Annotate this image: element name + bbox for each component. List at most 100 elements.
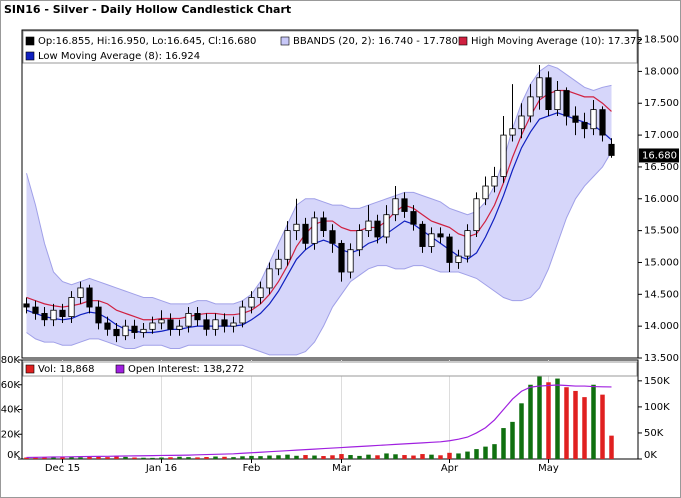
volume-bar [609,435,614,459]
volume-bar [384,453,389,459]
candle-body [149,322,156,330]
volume-bar [285,454,290,459]
candle-body [428,233,435,247]
candle-body [23,303,30,308]
y-tick-label: 15.500 [644,226,679,237]
legend-label: BBANDS (20, 2): 16.740 - 17.780 [293,36,458,47]
volume-bar [321,456,326,459]
volume-bar [204,457,209,459]
volume-bar [420,454,425,459]
candle-body [491,176,498,187]
candle-body [320,217,327,232]
volume-bar [357,455,362,459]
candle-body [608,143,615,156]
candle-body [446,236,453,263]
candle-body [32,306,39,314]
y-tick-label: 60K [1,380,21,391]
y2-tick-label: 50K [644,428,664,439]
volume-bar [375,455,380,459]
candle-body [95,306,102,324]
candle-body [59,309,66,318]
candle-body [536,77,543,98]
legend-label: Low Moving Average (8): 16.924 [38,51,200,62]
volume-bar [123,456,128,459]
candle-body [221,319,228,327]
volume-bar [51,456,56,459]
candle-body [257,287,264,298]
volume-bar [519,403,524,459]
y-tick-label: 18.500 [644,35,679,46]
candle-body [572,115,579,123]
volume-bar [96,456,101,459]
candle-body [41,313,48,321]
volume-bar [141,457,146,459]
y-tick-label: 0K [7,450,20,461]
volume-bar [249,455,254,459]
legend-box [22,30,638,64]
volume-bar [60,456,65,459]
volume-bar [33,457,38,459]
volume-bar [429,454,434,459]
y-tick-label: 17.000 [644,130,679,141]
chart-title: SIN16 - Silver - Daily Hollow Candlestic… [4,3,291,16]
legend-swatch [25,51,35,61]
volume-bar [456,453,461,459]
x-tick-label: Feb [243,463,261,474]
candle-body [347,249,354,273]
candle-body [374,220,381,238]
volume-bar [132,457,137,459]
legend-label: Vol: 18,868 [38,364,95,375]
volume-bar [492,444,497,459]
candle-body [293,223,300,232]
candle-body [518,115,525,130]
volume-bar [177,456,182,459]
volume-bar [42,457,47,459]
volume-bar [240,456,245,459]
volume-bar [231,457,236,459]
candle-body [392,198,399,216]
volume-bar [258,456,263,459]
volume-bar [528,384,533,459]
candle-body [113,328,120,337]
candle-body [86,287,93,308]
volume-bar [465,451,470,459]
y-tick-label: 40K [1,405,21,416]
volume-bar [411,455,416,459]
volume-bar [150,457,155,459]
candle-body [131,325,138,333]
candle-body [239,306,246,324]
volume-bar [105,457,110,459]
volume-bar [537,372,542,459]
candle-body [50,309,57,321]
bollinger-band-area [26,65,612,355]
candle-body [140,328,147,333]
legend-label: High Moving Average (10): 17.372 [471,36,643,47]
y-tick-label: 80K [1,355,21,366]
candle-body [185,313,192,327]
y-tick-label: 13.500 [644,353,679,364]
volume-bar [267,455,272,459]
volume-bar [348,455,353,459]
candle-body [437,233,444,238]
legend-label: Open Interest: 138,272 [128,364,244,375]
candle-body [563,90,570,117]
candle-body [311,217,318,244]
candle-body [599,109,606,136]
volume-bar [69,457,74,459]
legend-swatch [25,364,35,374]
volume-bar [546,382,551,459]
volume-bar [591,384,596,459]
candle-body [410,211,417,225]
volume-bar [330,455,335,459]
last-price-box [639,148,679,163]
volume-bar [312,455,317,459]
legend-swatch [115,364,125,374]
candle-body [275,258,282,270]
volume-bar [501,428,506,459]
candle-body [356,230,363,251]
legend-swatch [458,36,468,46]
y2-tick-label: 150K [644,376,670,387]
moving-average-line [26,89,612,321]
volume-bar [213,456,218,459]
volume-bar [222,456,227,459]
